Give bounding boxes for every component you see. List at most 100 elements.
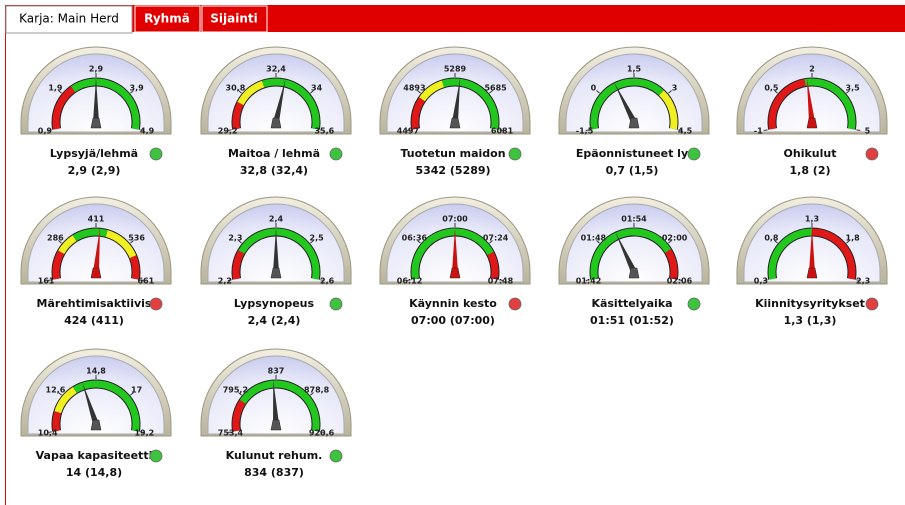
tick-mark — [678, 279, 683, 282]
tick-mark — [227, 279, 232, 282]
gauge-zone — [487, 251, 499, 280]
gauge-reading: 424 (411) — [64, 314, 124, 327]
tick-label: 2,6 — [320, 277, 335, 286]
gauge-face — [743, 53, 881, 133]
tab-active[interactable] — [5, 5, 133, 34]
gauge-zone — [590, 78, 664, 130]
tick-mark — [585, 129, 590, 132]
tick-label: 2 — [809, 65, 815, 74]
gauge-reading: 2,9 (2,9) — [68, 164, 121, 177]
gauge-zone — [804, 78, 856, 130]
tick-label: 0 — [591, 83, 597, 92]
needle — [614, 82, 637, 124]
gauge-zone — [232, 399, 246, 432]
gauge-reading: 14 (14,8) — [66, 466, 122, 479]
tick-label: 01:42 — [576, 277, 601, 286]
status-indicator — [149, 297, 163, 311]
tick-label: 32,4 — [266, 65, 286, 74]
tick-mark — [774, 90, 778, 94]
tick-label: 0,3 — [754, 277, 768, 286]
status-indicator — [329, 449, 343, 463]
tick-mark — [668, 90, 672, 94]
needle-hub — [628, 267, 640, 279]
tick-mark — [47, 129, 52, 132]
tick-mark — [489, 240, 493, 244]
gauge-name: Ohikulut — [784, 147, 837, 160]
gauge-zone — [441, 78, 499, 130]
tick-mark — [140, 129, 145, 132]
tick-label: 01:54 — [621, 215, 647, 224]
tick-mark — [238, 90, 242, 94]
tab-label[interactable]: Ryhmä — [144, 12, 190, 26]
tick-label: 02:06 — [667, 277, 693, 286]
needle — [273, 79, 286, 123]
gauge-zone — [419, 80, 445, 102]
tick-label: 4,9 — [140, 127, 155, 136]
tick-mark — [320, 279, 325, 282]
gauge-zone — [768, 79, 806, 130]
gauge-reading: 1,8 (2) — [789, 164, 830, 177]
tick-mark — [47, 279, 52, 282]
tick-label: 0,8 — [764, 233, 779, 242]
tab[interactable] — [201, 5, 268, 33]
tick-label: 35,6 — [314, 127, 334, 136]
tick-label: 2,9 — [89, 65, 104, 74]
gauge-zone — [72, 228, 108, 242]
gauge-face — [27, 355, 165, 435]
gauge-name: Lypsyjä/lehmä — [50, 147, 138, 160]
gauge-reading: 1,3 (1,3) — [784, 314, 837, 327]
tick-label: 0,5 — [764, 83, 779, 92]
gauge-name: Epäonnistuneet ly — [576, 147, 688, 160]
gauge-name: Märehtimisaktiivis — [37, 297, 152, 310]
tick-label: 01:48 — [581, 233, 607, 242]
gauge-name: Käsittelyaika — [591, 297, 672, 310]
status-indicator — [149, 449, 163, 463]
tick-label: 4,5 — [678, 127, 693, 136]
needle-hub — [806, 267, 818, 279]
tick-mark — [130, 90, 134, 94]
status-indicator — [329, 147, 343, 161]
tick-label: 5289 — [444, 65, 467, 74]
needle-hub — [270, 267, 282, 279]
tick-mark — [227, 431, 232, 434]
needle-hub — [90, 117, 102, 129]
tick-label: 753,4 — [218, 429, 244, 438]
needle — [93, 78, 99, 122]
tick-mark — [846, 90, 850, 94]
tab-label[interactable]: Sijainti — [210, 12, 257, 26]
tick-label: 0,9 — [38, 127, 53, 136]
needle — [806, 78, 815, 123]
tick-label: -1 — [754, 127, 763, 136]
tick-mark — [774, 240, 778, 244]
needle-hub — [270, 419, 282, 431]
tick-label: 2,4 — [269, 215, 284, 224]
tick-label: 4893 — [403, 83, 425, 92]
status-indicator — [329, 297, 343, 311]
tick-label: 30,8 — [226, 83, 246, 92]
needle-hub — [449, 117, 461, 129]
tick-label: 06:36 — [402, 233, 428, 242]
tick-mark — [763, 129, 768, 132]
tab-label[interactable]: Karja: Main Herd — [19, 12, 119, 26]
tick-mark — [58, 392, 62, 396]
status-indicator — [149, 147, 163, 161]
tick-label: 286 — [47, 233, 64, 242]
needle — [273, 380, 279, 425]
tick-label: 2,2 — [218, 277, 232, 286]
status-indicator — [687, 147, 701, 161]
tick-mark — [140, 279, 145, 282]
tick-mark — [585, 279, 590, 282]
tick-label: 2,5 — [310, 233, 325, 242]
gauge-zone — [811, 228, 856, 280]
tick-mark — [417, 240, 421, 244]
tick-mark — [489, 90, 493, 94]
tick-mark — [130, 240, 134, 244]
needle-hub — [90, 267, 102, 279]
tick-label: 07:00 — [442, 215, 468, 224]
gauge-zone — [58, 235, 77, 255]
tab[interactable] — [134, 5, 201, 33]
needle — [809, 228, 815, 272]
gauge-reading: 01:51 (01:52) — [590, 314, 674, 327]
gauge-zone — [73, 380, 140, 432]
gauge-reading: 32,8 (32,4) — [240, 164, 308, 177]
